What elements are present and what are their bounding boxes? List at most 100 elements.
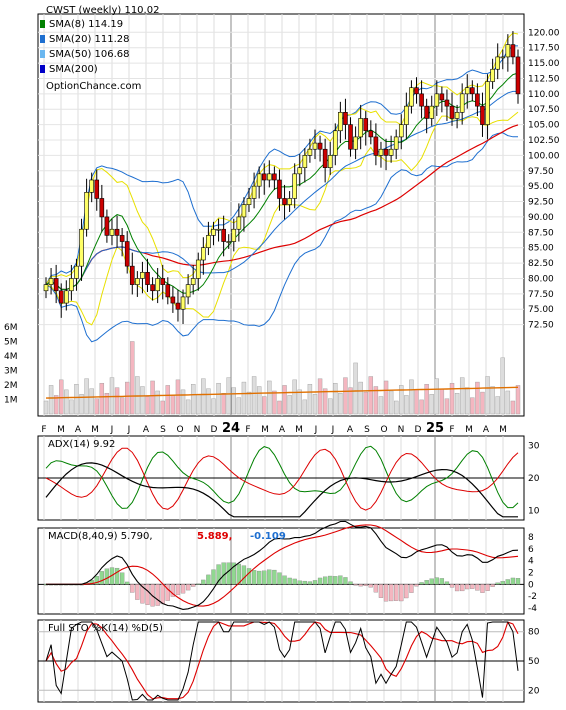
candle-body	[388, 148, 394, 156]
y-axis-tick: 85.00	[528, 244, 554, 254]
y-axis-tick: 97.50	[528, 167, 554, 177]
x-axis-label: A	[75, 425, 82, 435]
candle-body	[404, 105, 409, 125]
volume-bar	[236, 397, 242, 415]
candle-body	[99, 198, 105, 218]
sto-title: Full STO %K(14) %D(5)	[48, 623, 163, 634]
candle-body	[398, 124, 404, 138]
candle-body	[246, 198, 252, 205]
volume-bar	[292, 379, 297, 415]
macd-histogram-bar	[439, 578, 445, 585]
y-axis-tick: 87.50	[528, 228, 554, 238]
candle-body	[64, 290, 69, 304]
macd-histogram-bar	[185, 584, 191, 591]
volume-bar	[328, 398, 333, 415]
macd-histogram-bar	[485, 584, 490, 591]
macd-histogram-bar	[282, 575, 287, 585]
candle-body	[282, 198, 287, 205]
macd-histogram-bar	[226, 562, 231, 585]
candle-body	[358, 118, 363, 138]
candle-body	[317, 142, 323, 150]
volume-bar	[322, 388, 328, 415]
candle-body	[201, 247, 206, 261]
x-axis-label: A	[279, 425, 286, 435]
x-axis-label: N	[194, 425, 201, 435]
y-axis-tick: 107.50	[528, 105, 560, 115]
volume-bar	[317, 378, 323, 415]
macd-histogram-bar	[368, 584, 373, 588]
candle-body	[129, 265, 135, 285]
candle-body	[297, 167, 303, 175]
macd-histogram-bar	[449, 584, 455, 588]
candle-body	[444, 99, 450, 107]
candle-body	[495, 56, 500, 70]
candle-body	[135, 278, 140, 285]
chart-title: CWST (weekly) 110.02	[46, 5, 159, 16]
volume-bar	[216, 382, 221, 415]
legend-swatch	[40, 50, 45, 58]
volume-bar	[419, 399, 424, 415]
y-axis-tick: 102.50	[528, 136, 560, 146]
y-axis-tick: 80.00	[528, 274, 554, 284]
volume-bar	[312, 394, 318, 415]
volume-bar	[246, 391, 252, 415]
volume-bar	[378, 396, 384, 415]
candle-body	[419, 93, 424, 107]
macd-histogram-bar	[180, 584, 186, 594]
candle-body	[470, 87, 475, 95]
macd-title: MACD(8,40,9) 5.790,	[48, 531, 153, 542]
candle-body	[211, 228, 216, 236]
x-axis-label: 24	[222, 421, 240, 436]
candle-body	[124, 241, 130, 267]
macd-histogram-bar	[297, 580, 302, 585]
x-axis-label: F	[245, 425, 250, 435]
macd-tick: -4	[528, 604, 537, 614]
candle-body	[104, 216, 110, 236]
macd-histogram-bar	[160, 584, 165, 605]
volume-bar	[399, 385, 404, 415]
candle-body	[322, 148, 328, 168]
macd-histogram-bar	[312, 580, 318, 585]
macd-histogram-bar	[236, 563, 242, 585]
x-axis-label: O	[380, 425, 387, 435]
volume-bar	[185, 399, 191, 415]
volume-bar	[99, 382, 105, 415]
candle-body	[332, 130, 338, 156]
x-axis-label: J	[127, 425, 131, 435]
macd-line	[46, 520, 519, 610]
volume-bar	[69, 399, 74, 415]
x-axis-label: N	[398, 425, 405, 435]
volume-bar	[393, 400, 399, 415]
macd-histogram-bar	[444, 581, 450, 585]
candle-body	[373, 136, 379, 156]
candle-body	[216, 228, 221, 231]
volume-bar	[221, 392, 226, 415]
macd-histogram-bar	[454, 584, 460, 592]
bollinger-upper-line	[45, 45, 518, 285]
candle-body	[363, 118, 369, 132]
volume-bar	[449, 382, 455, 415]
watermark: OptionChance.com	[46, 81, 141, 92]
bollinger-lower-line	[45, 132, 518, 343]
macd-histogram-bar	[465, 584, 470, 590]
candle-body	[353, 136, 358, 150]
macd-histogram-bar	[211, 569, 216, 585]
macd-histogram-bar	[145, 584, 150, 605]
macd-histogram-bar	[99, 571, 104, 585]
volume-bar	[333, 382, 338, 415]
volume-bar	[338, 392, 343, 415]
y-axis-tick: 75.00	[528, 305, 554, 315]
volume-bar	[480, 391, 485, 415]
y-axis-tick: 105.00	[528, 121, 560, 131]
candle-body	[490, 68, 495, 82]
x-axis-label: F	[41, 425, 46, 435]
candle-body	[292, 173, 297, 199]
candle-body	[267, 173, 272, 181]
volume-bar	[59, 379, 64, 415]
macd-histogram-bar	[216, 564, 221, 585]
x-axis-label: M	[465, 425, 473, 435]
candle-body	[312, 142, 318, 150]
macd-histogram-bar	[470, 584, 475, 589]
volume-bar	[43, 400, 49, 415]
panel-frame-main	[37, 13, 525, 417]
